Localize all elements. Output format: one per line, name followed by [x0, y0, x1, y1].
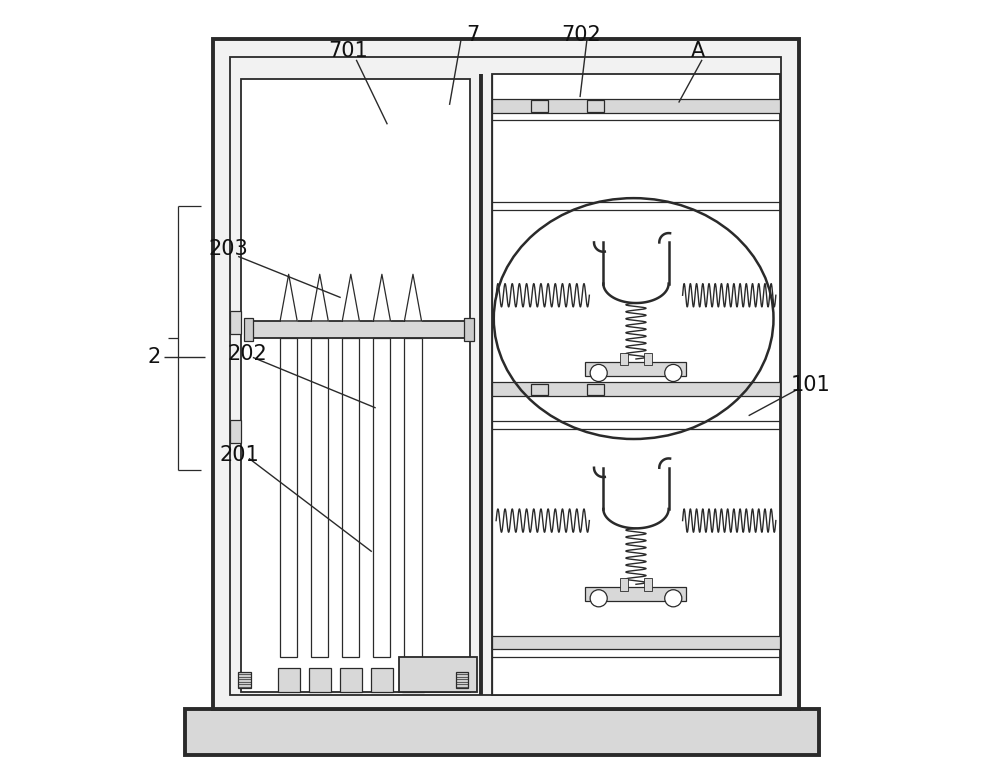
- Bar: [620, 353, 628, 365]
- Polygon shape: [280, 274, 297, 321]
- Bar: [464, 318, 474, 341]
- Text: 202: 202: [228, 343, 267, 364]
- Polygon shape: [311, 274, 328, 321]
- Bar: [311, 338, 328, 657]
- Bar: [278, 668, 300, 692]
- Text: 7: 7: [466, 25, 479, 45]
- Circle shape: [590, 364, 607, 382]
- Bar: [238, 672, 251, 688]
- Bar: [342, 338, 359, 657]
- Bar: [492, 74, 780, 695]
- Bar: [644, 353, 652, 365]
- Bar: [340, 668, 362, 692]
- Bar: [492, 74, 780, 695]
- Bar: [241, 79, 470, 692]
- Circle shape: [665, 590, 682, 607]
- Bar: [230, 311, 241, 334]
- Polygon shape: [404, 274, 422, 321]
- Bar: [620, 578, 628, 591]
- Bar: [492, 382, 780, 396]
- Bar: [185, 709, 819, 755]
- Polygon shape: [342, 274, 359, 321]
- Bar: [244, 318, 253, 341]
- Bar: [587, 384, 604, 395]
- Bar: [492, 99, 780, 113]
- Text: A: A: [691, 40, 705, 61]
- Bar: [585, 587, 686, 601]
- Bar: [373, 338, 390, 657]
- Bar: [587, 100, 604, 112]
- Bar: [371, 668, 393, 692]
- Bar: [399, 657, 477, 692]
- Circle shape: [590, 590, 607, 607]
- Bar: [247, 321, 467, 338]
- Circle shape: [665, 364, 682, 382]
- Text: 2: 2: [148, 347, 161, 368]
- Text: 701: 701: [329, 40, 368, 61]
- Bar: [230, 420, 241, 443]
- Bar: [531, 100, 548, 112]
- Bar: [230, 57, 781, 695]
- Bar: [213, 39, 799, 709]
- Bar: [402, 668, 424, 692]
- Text: 201: 201: [220, 444, 260, 465]
- Text: 702: 702: [562, 25, 601, 45]
- Bar: [531, 384, 548, 395]
- Text: 101: 101: [791, 375, 831, 395]
- Polygon shape: [373, 274, 390, 321]
- Bar: [585, 362, 686, 376]
- Bar: [309, 668, 331, 692]
- Bar: [456, 672, 468, 688]
- Bar: [644, 578, 652, 591]
- Bar: [492, 636, 780, 649]
- Text: 203: 203: [208, 239, 248, 259]
- Bar: [280, 338, 297, 657]
- Bar: [404, 338, 422, 657]
